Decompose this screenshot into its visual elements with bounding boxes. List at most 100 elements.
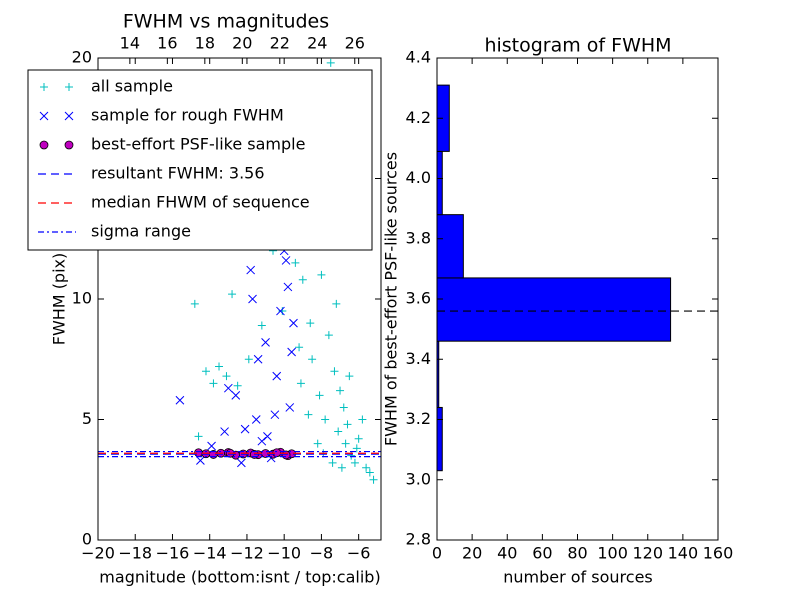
marker-plus [291, 258, 300, 267]
x2-tick-label: 22 [270, 34, 290, 53]
x-tick-label: 120 [632, 544, 663, 563]
y-axis-label: FWHM of best-effort PSF-like sources [382, 152, 401, 446]
marker-x [289, 318, 298, 328]
marker-plus [337, 463, 346, 472]
marker-circle [64, 140, 74, 150]
marker-plus [65, 83, 73, 91]
y-tick-label: 20 [72, 48, 92, 67]
marker-x [283, 282, 293, 292]
marker-x [281, 256, 291, 265]
marker-plus [298, 275, 307, 284]
marker-plus [330, 367, 339, 376]
legend-label: median FHWM of sequence [91, 193, 310, 212]
marker-x [287, 347, 296, 357]
marker-plus [295, 343, 304, 352]
marker-plus [362, 463, 371, 472]
marker-plus [306, 319, 315, 328]
marker-plus [343, 420, 352, 429]
marker-plus [278, 307, 287, 316]
marker-plus [222, 372, 231, 381]
x-axis-label: number of sources [503, 568, 653, 587]
x2-tick-label: 18 [195, 34, 215, 53]
y-tick-label: 3.6 [406, 289, 431, 308]
x-tick-label: −16 [156, 544, 190, 563]
marker-plus [313, 439, 322, 448]
marker-plus [352, 444, 361, 453]
y-axis-label: FWHM (pix) [50, 253, 69, 346]
marker-plus [244, 355, 253, 364]
marker-x [272, 371, 282, 381]
x2-tick-label: 24 [307, 34, 327, 53]
marker-plus [350, 458, 359, 467]
marker-x [270, 410, 280, 420]
chart-title: histogram of FWHM [484, 35, 671, 57]
marker-plus [324, 331, 333, 340]
legend: all sample sample for rough FWHM best-effo… [27, 69, 373, 251]
legend-label: best-effort PSF-like sample [91, 135, 305, 154]
marker-plus [336, 386, 345, 395]
marker-plus [365, 468, 374, 477]
bar [437, 214, 464, 279]
legend-label: sigma range [91, 222, 191, 241]
x-tick-label: 0 [432, 544, 442, 563]
marker-plus [326, 58, 335, 67]
legend-label: all sample [91, 77, 173, 96]
marker-x [237, 458, 246, 468]
marker-x [251, 415, 261, 424]
marker-plus [341, 439, 350, 448]
x-tick-label: 20 [462, 544, 482, 563]
x-tick-label: −8 [310, 544, 334, 563]
x-tick-label: 160 [703, 544, 734, 563]
marker-plus [304, 410, 313, 419]
plot-area [437, 84, 718, 472]
marker-x [175, 395, 185, 405]
chart-title: FWHM vs magnitudes [123, 11, 329, 33]
marker-plus [345, 372, 354, 381]
y-tick-label: 3.2 [406, 409, 431, 428]
marker-x [240, 424, 250, 434]
marker-x [39, 111, 49, 121]
marker-plus [339, 403, 348, 412]
marker-plus [209, 379, 218, 388]
marker-x [64, 111, 74, 121]
marker-plus [194, 432, 203, 441]
y-tick-label: 4.2 [406, 108, 431, 127]
marker-x [261, 338, 270, 347]
x2-tick-label: 20 [232, 34, 252, 53]
bar [437, 277, 672, 342]
x-tick-label: −6 [347, 544, 371, 563]
marker-x [285, 403, 295, 412]
marker-x [276, 306, 285, 316]
bar [437, 84, 450, 152]
marker-x [207, 441, 216, 451]
x-tick-label: −10 [267, 544, 301, 563]
marker-plus [296, 379, 305, 388]
x-tick-label: 60 [532, 544, 552, 563]
x-tick-label: −12 [230, 544, 264, 563]
x2-tick-label: 14 [120, 34, 140, 53]
marker-x [263, 432, 272, 441]
bar [437, 150, 443, 216]
y-tick-label: 5 [82, 409, 92, 428]
marker-plus [334, 427, 343, 436]
marker-plus [328, 458, 337, 467]
marker-plus [354, 434, 363, 443]
y-tick-label: 0 [82, 530, 92, 549]
x2-tick-label: 16 [157, 34, 177, 53]
x-tick-label: 40 [497, 544, 517, 563]
marker-plus [358, 415, 367, 424]
marker-plus [215, 362, 224, 371]
marker-plus [369, 475, 378, 484]
marker-x [220, 427, 229, 436]
x-axis-label: magnitude (bottom:isnt / top:calib) [99, 568, 380, 587]
marker-x [246, 265, 256, 275]
y-tick-label: 4.0 [406, 168, 431, 187]
x-tick-label: 100 [597, 544, 628, 563]
y-tick-label: 3.8 [406, 228, 431, 247]
marker-plus [190, 299, 199, 308]
y-tick-label: 2.8 [406, 530, 431, 549]
legend-label: resultant FWHM: 3.56 [91, 164, 265, 183]
marker-x [257, 436, 267, 446]
marker-plus [332, 299, 341, 308]
